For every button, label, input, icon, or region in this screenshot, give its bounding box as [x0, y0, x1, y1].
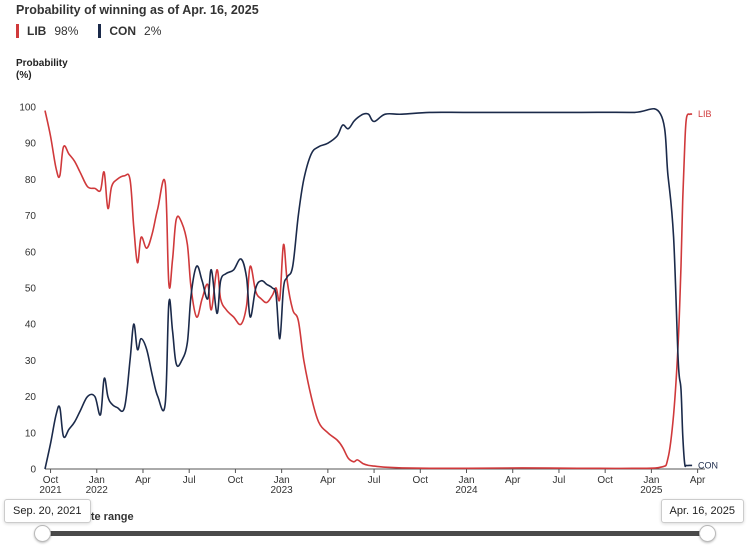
chart-title: Probability of winning as of Apr. 16, 20… [16, 3, 259, 17]
y-tick-label-100: 100 [19, 103, 36, 114]
x-tick-label-2: Apr [135, 475, 151, 486]
date-range-slider-track[interactable] [42, 531, 708, 536]
series-end-label-con: CON [698, 460, 718, 470]
y-tick-label-70: 70 [25, 211, 37, 222]
x-tick-label-11: Jul [553, 475, 566, 486]
legend-value-lib: 98% [54, 24, 79, 38]
y-axis-label-line1: Probability [16, 58, 68, 69]
legend: LIB 98% CON 2% [16, 24, 161, 38]
legend-name-lib: LIB [27, 24, 47, 38]
legend-name-con: CON [109, 24, 137, 38]
x-tick-label-9: Jan [458, 475, 474, 486]
x-tick-label-10: Apr [505, 475, 521, 486]
x-tick-label-3: Jul [183, 475, 196, 486]
x-tick-label-4: Oct [228, 475, 244, 486]
date-range-end: Apr. 16, 2025 [660, 499, 744, 523]
x-tick-label-12: Oct [597, 475, 613, 486]
y-tick-label-40: 40 [25, 320, 37, 331]
date-range-end-handle[interactable] [699, 525, 716, 542]
y-axis-label: Probability (%) [16, 58, 76, 82]
date-range-start-handle[interactable] [34, 525, 51, 542]
x-tick-year-13: 2025 [640, 485, 663, 496]
x-tick-label-13: Jan [643, 475, 659, 486]
x-tick-label-5: Jan [274, 475, 290, 486]
legend-item-lib: LIB 98% [16, 24, 78, 38]
y-tick-label-0: 0 [30, 465, 36, 476]
x-tick-label-7: Jul [368, 475, 381, 486]
date-range-start: Sep. 20, 2021 [4, 499, 91, 523]
series-line-con [44, 107, 693, 470]
x-tick-label-8: Oct [413, 475, 429, 486]
legend-swatch-con [98, 24, 102, 38]
x-tick-year-5: 2023 [271, 485, 294, 496]
y-tick-label-30: 30 [25, 356, 37, 367]
y-tick-label-20: 20 [25, 392, 37, 403]
x-tick-label-1: Jan [89, 475, 105, 486]
x-tick-year-1: 2022 [86, 485, 109, 496]
x-tick-label-14: Apr [690, 475, 706, 486]
legend-swatch-lib [16, 24, 19, 38]
x-tick-year-9: 2024 [455, 485, 478, 496]
x-tick-year-0: 2021 [39, 485, 62, 496]
x-tick-label-0: Oct [43, 475, 59, 486]
y-tick-label-90: 90 [25, 139, 37, 150]
legend-item-con: CON 2% [98, 24, 161, 38]
legend-value-con: 2% [144, 24, 162, 38]
series-end-label-lib: LIB [698, 109, 712, 119]
y-axis-label-line2: (%) [16, 70, 32, 81]
y-tick-label-80: 80 [25, 175, 37, 186]
y-tick-label-50: 50 [25, 284, 37, 295]
date-range-label: date range [78, 511, 134, 523]
series-line-lib [44, 110, 693, 470]
y-tick-label-10: 10 [25, 428, 37, 439]
y-tick-label-60: 60 [25, 247, 37, 258]
x-tick-label-6: Apr [320, 475, 336, 486]
